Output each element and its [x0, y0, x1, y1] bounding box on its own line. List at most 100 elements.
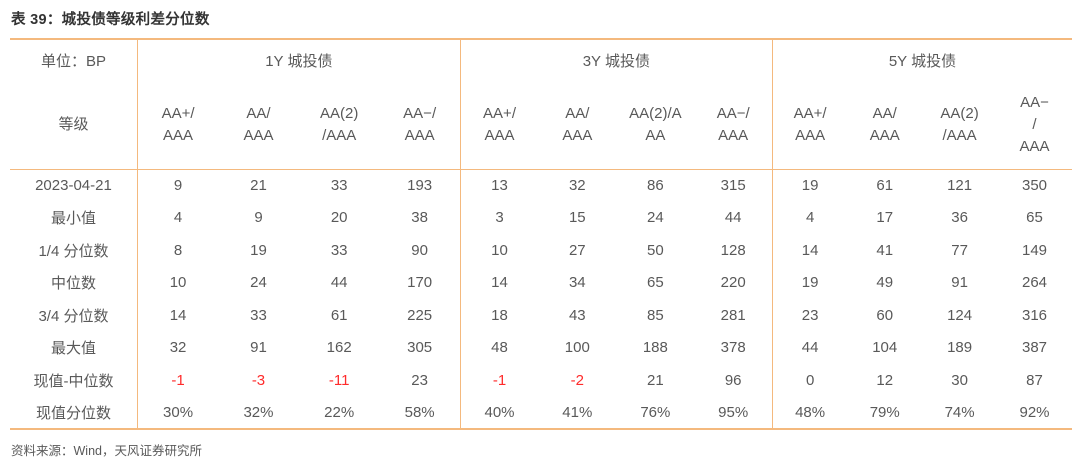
grade-label: 等级	[10, 81, 138, 170]
table-cell: 9	[173, 177, 183, 194]
table-row: 最小值 4 9 20 38 3 15 24 44 4 17 36 65	[10, 201, 1072, 234]
table-cell: 189	[947, 339, 973, 357]
table-cell: 91	[250, 339, 267, 357]
table-cell: 162	[326, 339, 352, 357]
table-body: 2023-04-21 9 21 33 193 13 32 86 315 19 61 121 350 最小值…	[10, 169, 1072, 429]
table-cell: 92%	[1019, 403, 1050, 421]
table-cell: 38	[379, 201, 461, 234]
col-header-1y-aa-minus: AA−/ AAA	[379, 81, 461, 170]
table-cell: 23	[379, 364, 461, 397]
table-cell: 281	[694, 299, 773, 332]
table-cell: 14	[801, 241, 819, 259]
table-cell: 4	[805, 209, 815, 227]
table-cell: 32	[568, 177, 586, 194]
table-cell: 378	[694, 331, 773, 364]
table-cell: 44	[330, 274, 348, 292]
table-cell: 316	[1021, 306, 1048, 324]
table-cell: 188	[642, 339, 668, 357]
col-header-5y-aa-plus: AA+/ AAA	[772, 81, 848, 170]
table-cell: 61	[876, 177, 894, 194]
table-cell: 19	[801, 177, 819, 194]
table-cell: 387	[1021, 339, 1048, 357]
table-cell: 3	[495, 209, 504, 227]
table-cell: 4	[173, 209, 183, 227]
table-cell: 305	[379, 331, 461, 364]
table-cell: 23	[801, 306, 819, 324]
table-cell: 121	[947, 177, 973, 194]
col-header-3y-aa2: AA(2)/A AA	[616, 81, 695, 170]
table-cell: 85	[647, 306, 664, 324]
table-cell: 96	[694, 364, 773, 397]
section-header-1y: 1Y 城投债	[137, 39, 461, 81]
table-cell: 32	[169, 339, 187, 357]
col-header-1y-aa-plus: AA+/ AAA	[137, 81, 219, 170]
table-cell: 30%	[163, 403, 194, 421]
table-cell: 76%	[640, 403, 671, 421]
table-cell: 12	[876, 371, 894, 389]
table-cell: 41%	[562, 403, 593, 421]
table-cell: 0	[805, 371, 815, 389]
table-cell: 20	[330, 209, 348, 227]
table-cell: 10	[169, 274, 187, 292]
table-cell: 36	[951, 209, 968, 227]
grade-header-row: 等级 AA+/ AAA AA/ AAA AA(2) /AAA AA−/ AAA …	[10, 81, 1072, 170]
row-label: 3/4 分位数	[10, 299, 138, 332]
table-row: 现值-中位数 -1 -3 -11 23 -1 -2 21 96 0 12 30 87	[10, 364, 1072, 397]
table-cell: 21	[250, 177, 267, 194]
table-cell: 13	[491, 177, 508, 194]
table-cell: 10	[491, 241, 508, 259]
table-cell: 264	[1021, 274, 1048, 292]
table-title: 表 39：城投债等级利差分位数	[11, 12, 210, 28]
table-cell: 43	[568, 306, 586, 324]
table-cell: 40%	[484, 403, 515, 421]
table-cell: 49	[876, 274, 894, 292]
table-cell: 48%	[795, 403, 826, 421]
table-cell: -1	[492, 371, 507, 389]
table-cell: 15	[568, 209, 586, 227]
table-cell: 95%	[694, 396, 773, 429]
table-cell: 124	[947, 306, 973, 324]
table-cell: 14	[491, 274, 508, 292]
row-label: 1/4 分位数	[10, 234, 138, 267]
table-row: 2023-04-21 9 21 33 193 13 32 86 315 19 61 121 350	[10, 169, 1072, 202]
table-cell: 44	[801, 339, 819, 357]
table-cell: 91	[951, 274, 968, 292]
table-cell: 22%	[324, 403, 355, 421]
col-header-3y-aa: AA/ AAA	[538, 81, 617, 170]
table-cell: 44	[694, 201, 773, 234]
table-cell: 87	[1026, 371, 1043, 389]
table-cell: 27	[568, 241, 586, 259]
col-header-1y-aa2: AA(2) /AAA	[298, 81, 380, 170]
row-label: 中位数	[10, 266, 138, 299]
table-cell: 30	[951, 371, 968, 389]
table-cell: 225	[379, 299, 461, 332]
row-label: 最大值	[10, 331, 138, 364]
table-row: 3/4 分位数 14 33 61 225 18 43 85 281 23 60 124 316	[10, 299, 1072, 332]
table-cell: 100	[564, 339, 590, 357]
table-cell: 74%	[944, 403, 975, 421]
table-cell: 32%	[243, 403, 274, 421]
unit-label: 单位：BP	[10, 39, 138, 81]
table-cell: 315	[694, 169, 773, 202]
table-cell: 149	[1021, 241, 1048, 259]
row-label: 现值-中位数	[10, 364, 138, 397]
table-cell: -1	[171, 371, 185, 389]
table-cell: 19	[250, 241, 267, 259]
table-cell: 17	[876, 209, 894, 227]
table-cell: 90	[379, 234, 461, 267]
table-row: 中位数 10 24 44 170 14 34 65 220 19 49 91 264	[10, 266, 1072, 299]
table-cell: 58%	[379, 396, 461, 429]
table-cell: 18	[491, 306, 508, 324]
section-header-3y: 3Y 城投债	[460, 39, 773, 81]
table-row: 最大值 32 91 162 305 48 100 188 378 44 104 189 387	[10, 331, 1072, 364]
table-cell: 50	[647, 241, 664, 259]
table-cell: 104	[872, 339, 898, 357]
table-cell: 24	[250, 274, 267, 292]
table-cell: 33	[250, 306, 267, 324]
table-cell: 193	[379, 169, 461, 202]
table-cell: 86	[647, 177, 664, 194]
table-cell: 33	[330, 241, 348, 259]
table-cell: 21	[647, 371, 664, 389]
col-header-5y-aa2: AA(2) /AAA	[922, 81, 998, 170]
table-cell: 8	[173, 241, 183, 259]
